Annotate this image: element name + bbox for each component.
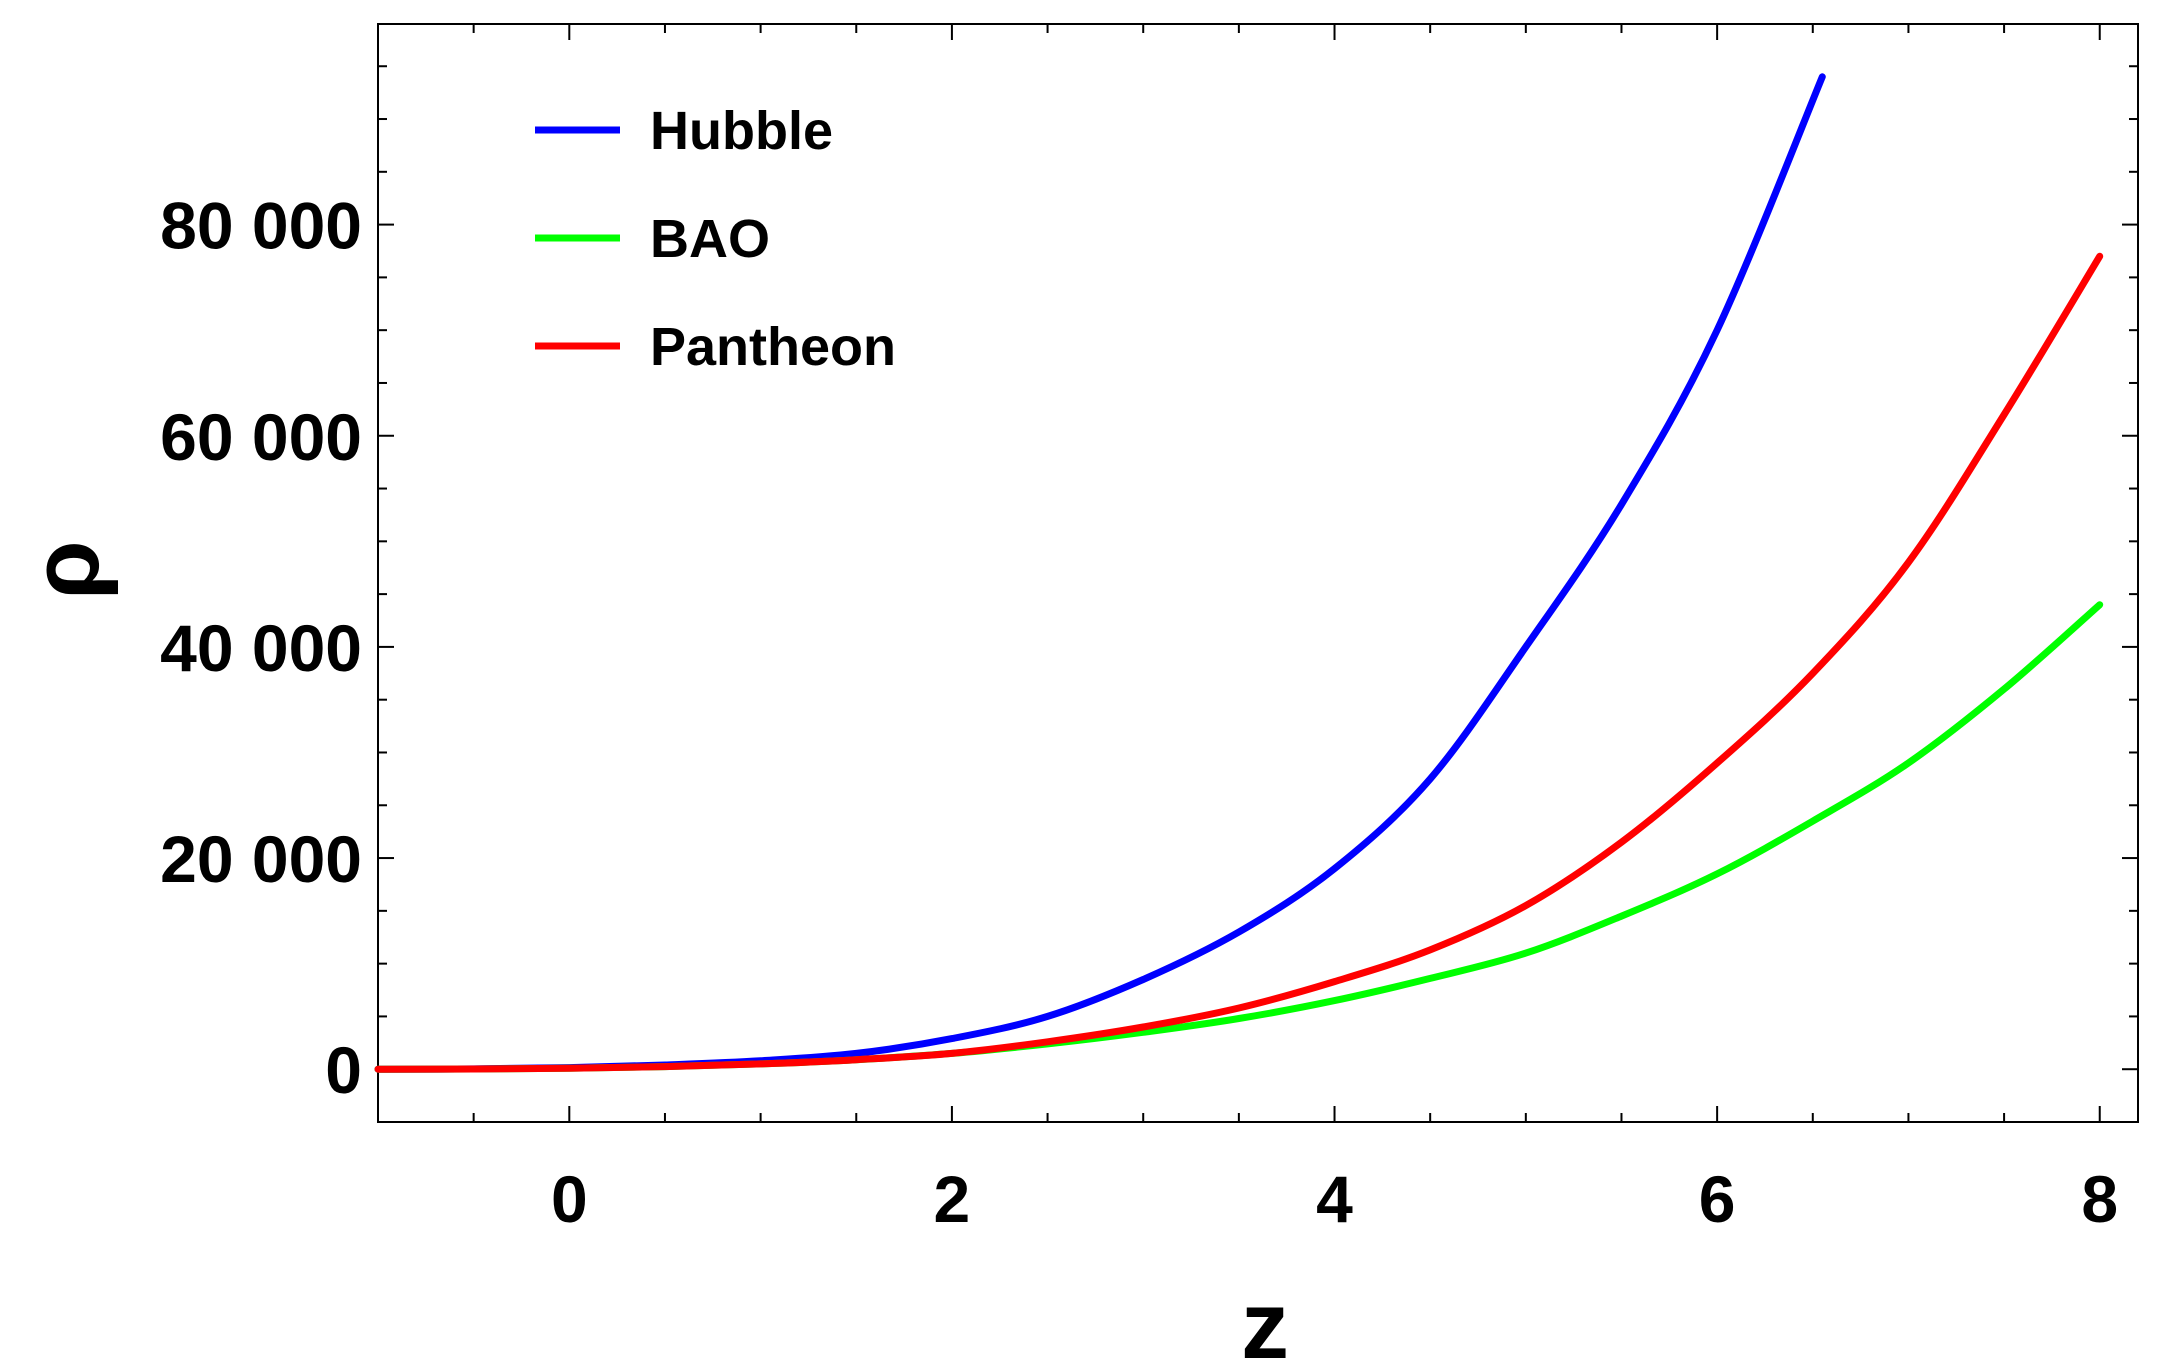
x-tick-label: 6 <box>1699 1162 1736 1236</box>
x-tick-label: 4 <box>1316 1162 1353 1236</box>
series-curves <box>374 73 2104 1073</box>
legend-label-bao: BAO <box>650 209 770 269</box>
legend-label-hubble: Hubble <box>650 101 833 161</box>
y-axis-title: ρ <box>12 540 119 599</box>
y-tick-label: 80 000 <box>160 189 362 263</box>
y-tick-label: 40 000 <box>160 611 362 685</box>
x-tick-label: 2 <box>934 1162 971 1236</box>
plot-frame <box>377 23 2139 1123</box>
tick-labels: 0 2 4 6 8 0 20 000 40 000 60 000 80 000 <box>160 189 2118 1236</box>
legend-label-pantheon: Pantheon <box>650 317 896 377</box>
y-tick-label: 60 000 <box>160 400 362 474</box>
y-tick-label: 0 <box>325 1033 362 1107</box>
x-axis-title: z <box>1241 1272 1289 1372</box>
series-line-pantheon <box>374 252 2104 1073</box>
axis-ticks <box>377 24 2138 1122</box>
series-line-bao <box>374 601 2104 1073</box>
legend: Hubble BAO Pantheon <box>535 101 896 377</box>
x-tick-label: 8 <box>2081 1162 2118 1236</box>
x-tick-label: 0 <box>551 1162 588 1236</box>
y-tick-label: 20 000 <box>160 822 362 896</box>
